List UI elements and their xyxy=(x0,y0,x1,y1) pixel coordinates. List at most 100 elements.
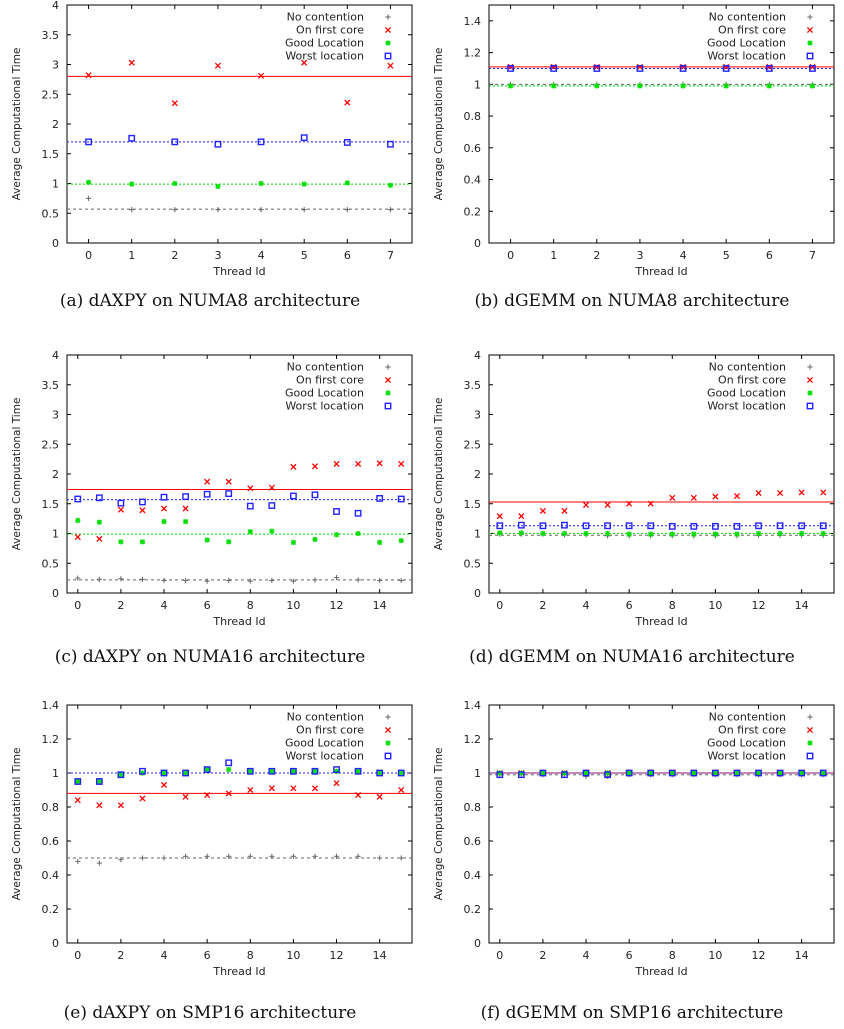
worst-location-point xyxy=(690,769,698,777)
worst-location-point xyxy=(636,65,644,72)
worst-location-point xyxy=(268,767,276,775)
y-axis: 0 0.2 0.4 0.6 0.8 1 1.2 1.4 xyxy=(464,15,834,250)
y-tick-label: 0.2 xyxy=(42,903,60,916)
good-location-point xyxy=(648,531,654,537)
no-contention-point xyxy=(398,855,404,861)
first-core-point xyxy=(376,460,383,467)
y-tick-label: 1.4 xyxy=(464,700,482,712)
legend-label: Good Location xyxy=(285,387,364,400)
first-core-series xyxy=(496,489,827,520)
legend-label: No contention xyxy=(709,711,786,724)
no-contention-point xyxy=(75,858,81,864)
y-tick-label: 0.5 xyxy=(42,557,60,570)
good-location-point xyxy=(377,770,383,776)
worst-location-point xyxy=(561,521,568,529)
x-axis-label: Thread Id xyxy=(212,265,265,278)
worst-location-point xyxy=(387,140,394,148)
y-tick-label: 3.5 xyxy=(42,379,60,392)
first-core-point xyxy=(311,463,319,470)
caption-c: (c) dAXPY on NUMA16 architecture xyxy=(54,647,366,667)
worst-location-point xyxy=(679,65,687,72)
x-tick-label: 6 xyxy=(626,949,633,962)
worst-location-point xyxy=(604,771,611,779)
first-core-point xyxy=(290,785,297,792)
good-location-point xyxy=(734,531,740,537)
x-tick-label: 12 xyxy=(752,949,766,962)
no-contention-point xyxy=(161,577,167,584)
good-location-point xyxy=(226,767,232,773)
x-axis: 0 1 2 3 4 5 6 7 xyxy=(507,5,816,262)
x-tick-label: 7 xyxy=(387,249,394,262)
x-tick-label: 3 xyxy=(636,249,643,262)
worst-location-point xyxy=(755,769,762,777)
first-core-point xyxy=(733,492,741,500)
first-core-point xyxy=(820,489,827,496)
y-tick-label: 0.6 xyxy=(42,835,60,848)
first-core-point xyxy=(398,460,405,467)
worst-location-point xyxy=(582,522,590,530)
caption-e: (e) dAXPY on SMP16 architecture xyxy=(63,1003,357,1023)
good-location-point xyxy=(777,530,783,537)
first-core-point xyxy=(182,793,189,800)
y-tick-label: 0 xyxy=(474,587,481,600)
good-location-point xyxy=(626,770,632,776)
first-core-point xyxy=(128,59,135,66)
worst-location-point xyxy=(290,767,297,775)
good-location-point xyxy=(669,531,675,537)
good-location-series xyxy=(75,767,404,785)
good-location-point xyxy=(85,179,92,185)
no-contention-point xyxy=(161,855,167,861)
legend-label: On first core xyxy=(296,374,364,387)
y-tick-label: 1.5 xyxy=(42,148,60,161)
good-location-point xyxy=(129,181,135,187)
first-core-point xyxy=(204,792,211,799)
no-contention-point xyxy=(398,577,404,584)
worst-location-point xyxy=(128,134,136,142)
good-location-point xyxy=(269,528,275,534)
first-core-point xyxy=(160,781,168,788)
good-location-point xyxy=(594,83,600,89)
worst-location-point xyxy=(160,493,168,501)
x-tick-label: 5 xyxy=(723,249,730,262)
worst-location-point xyxy=(798,769,806,777)
no-contention-point xyxy=(312,577,318,583)
y-axis-label: Average Computational Time xyxy=(433,48,445,201)
legend-marker xyxy=(807,14,813,20)
legend-marker xyxy=(384,402,392,410)
no-contention-series xyxy=(85,195,394,213)
good-location-point xyxy=(312,768,318,774)
worst-location-point xyxy=(214,140,222,148)
y-axis-label: Average Computational Time xyxy=(433,748,445,901)
good-location-point xyxy=(290,539,297,546)
first-core-point xyxy=(333,780,340,787)
y-axis-label: Average Computational Time xyxy=(11,748,23,901)
plot-frame xyxy=(488,4,835,244)
good-location-point xyxy=(344,180,350,186)
worst-location-point xyxy=(171,138,179,146)
legend-label: Good Location xyxy=(707,37,786,50)
good-location-point xyxy=(820,530,826,537)
y-tick-label: 2.5 xyxy=(42,88,60,101)
good-location-point xyxy=(723,83,729,89)
legend-label: Worst location xyxy=(707,750,786,763)
worst-location-point xyxy=(290,492,297,500)
y-tick-label: 2.5 xyxy=(42,438,60,451)
legend-label: No contention xyxy=(709,361,786,374)
plot-frame xyxy=(66,704,413,944)
x-tick-label: 1 xyxy=(128,249,135,262)
good-location-point xyxy=(604,530,611,537)
worst-location-point xyxy=(690,522,698,530)
good-location-point xyxy=(182,770,189,776)
x-tick-label: 4 xyxy=(258,249,265,262)
y-tick-label: 0.4 xyxy=(464,174,482,187)
legend-marker xyxy=(806,726,814,734)
worst-location-point xyxy=(550,65,558,72)
no-contention-point xyxy=(85,195,92,201)
good-location-point xyxy=(96,778,102,785)
good-location-point xyxy=(333,532,340,538)
first-core-point xyxy=(225,790,232,797)
no-contention-point xyxy=(377,855,383,861)
first-core-point xyxy=(755,489,762,497)
no-contention-point xyxy=(387,207,394,213)
